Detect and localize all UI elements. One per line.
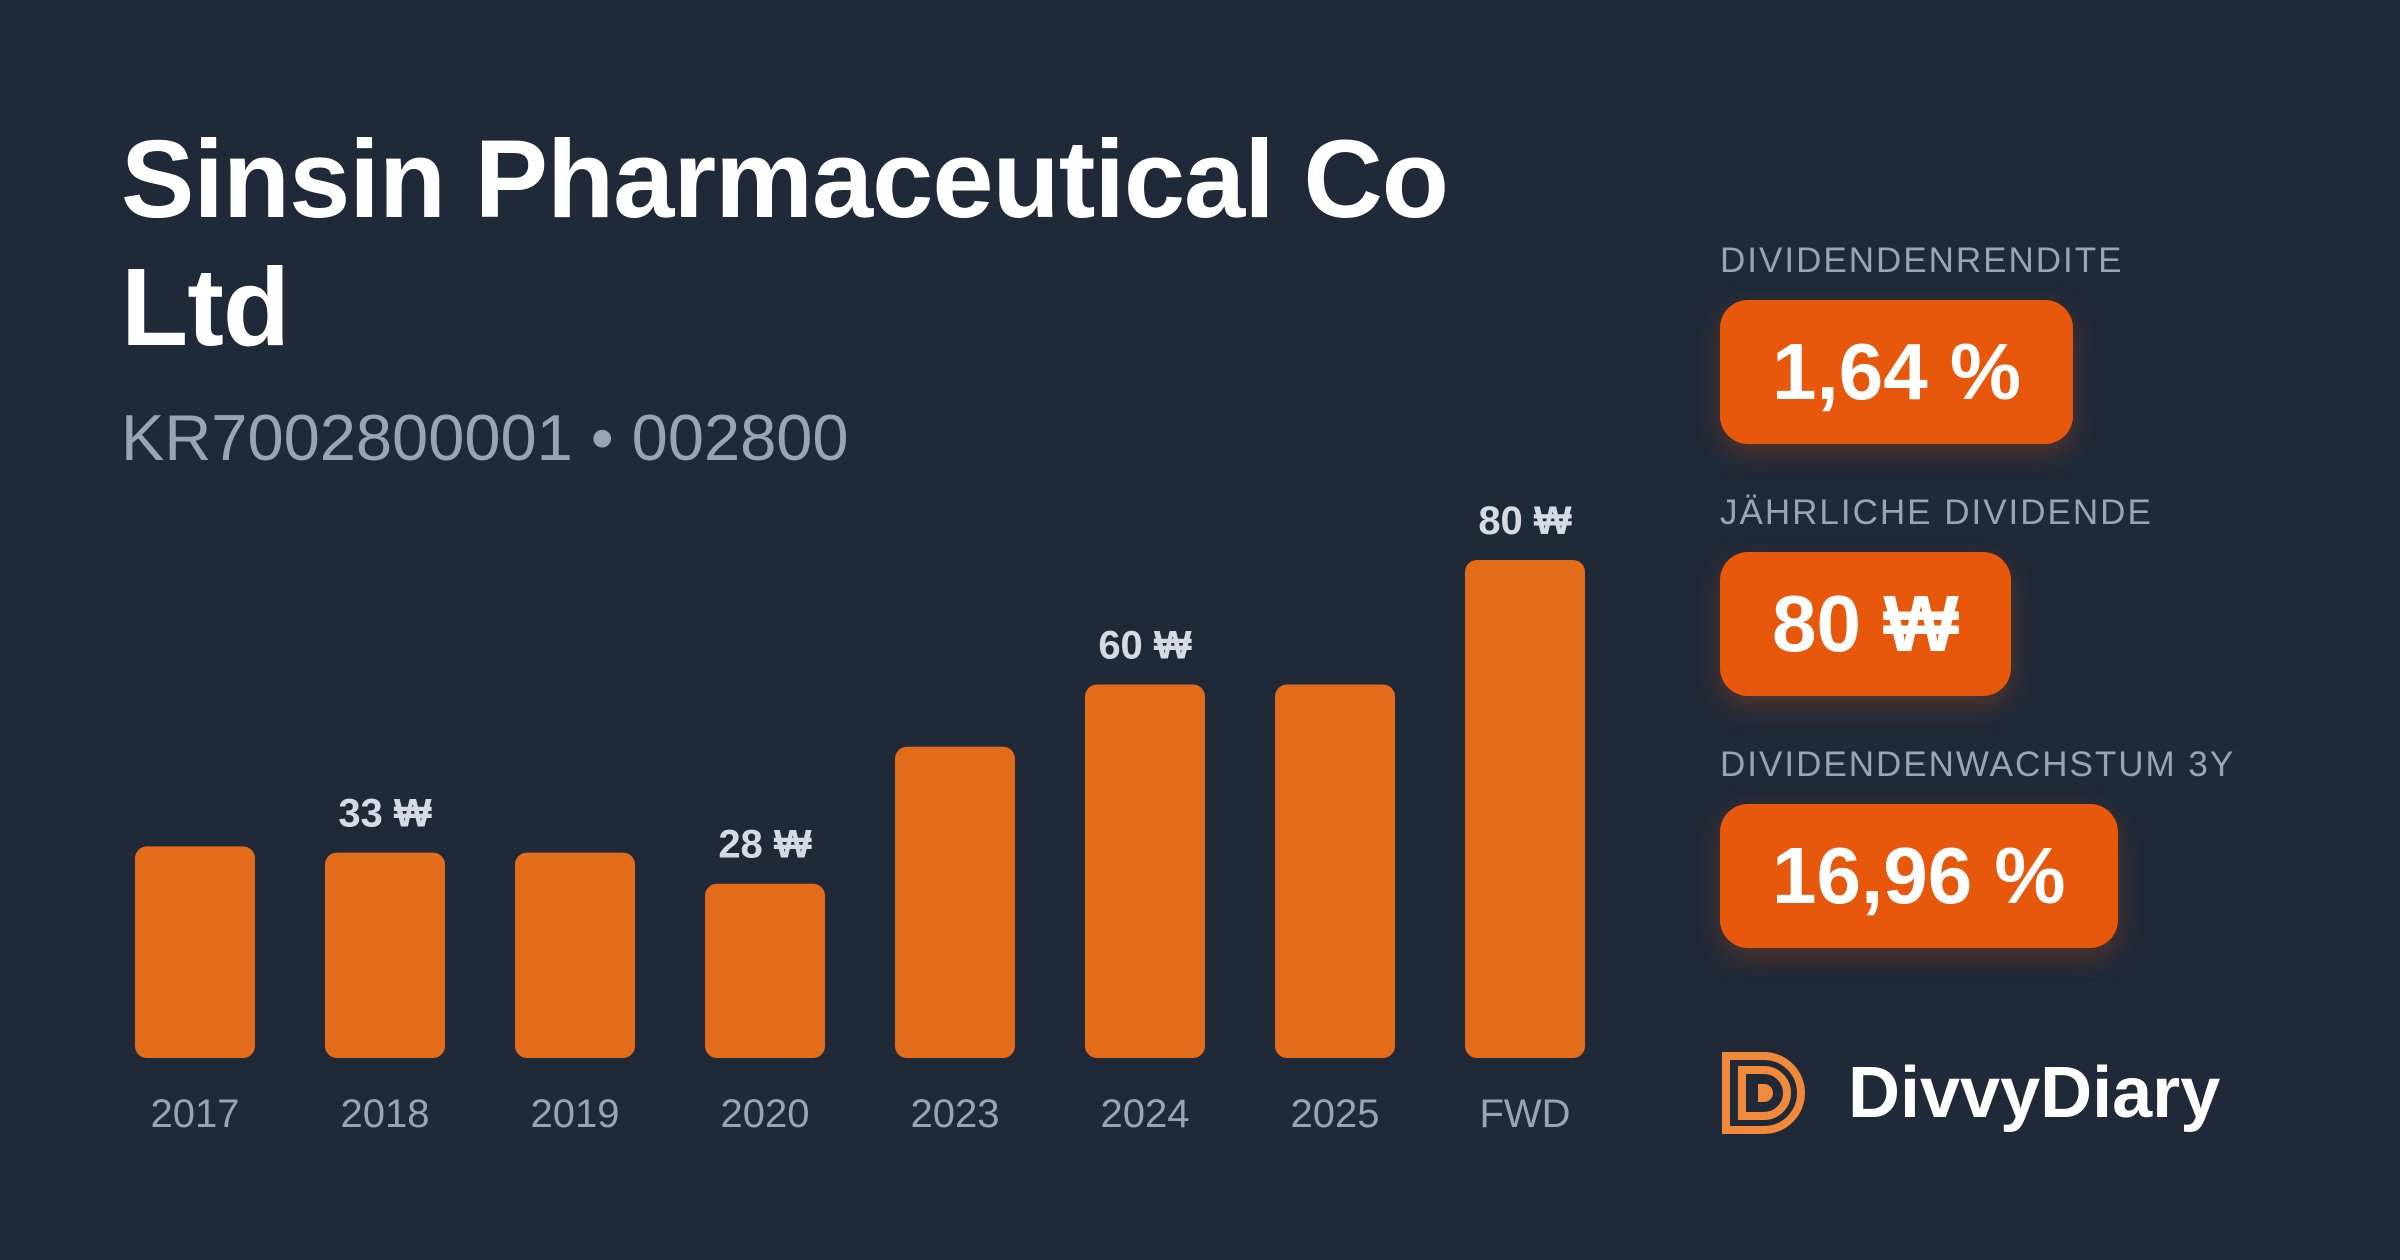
metric-dividend-yield: DIVIDENDENRENDITE 1,64 %	[1720, 240, 2123, 444]
x-tick-label-2019: 2019	[531, 1092, 620, 1136]
dividend-bar-chart: 2017 33 ₩ 2018 2019 28 ₩ 2020 2023 60 ₩ 2024 2025…	[135, 499, 1585, 1136]
x-tick-label-2017: 2017	[151, 1092, 240, 1136]
x-tick-label-2020: 2020	[721, 1092, 810, 1136]
bar-2019	[515, 852, 635, 1058]
bar-2017	[135, 846, 255, 1058]
metric-value-annual-dividend: 80 ₩	[1720, 552, 2011, 696]
isin-ticker: KR7002800001 • 002800	[121, 401, 849, 474]
bar-2025	[1275, 684, 1395, 1058]
x-tick-label-2023: 2023	[911, 1092, 1000, 1136]
bar-value-label-2018: 33 ₩	[338, 792, 432, 836]
bar-2023	[895, 746, 1015, 1058]
bar-fwd	[1465, 560, 1585, 1058]
metric-label-annual-dividend: JÄHRLICHE DIVIDENDE	[1720, 493, 2153, 532]
x-tick-label-fwd: FWD	[1479, 1092, 1570, 1136]
brand: DivvyDiary	[1720, 1048, 2220, 1138]
bar-value-label-fwd: 80 ₩	[1478, 499, 1572, 543]
bar-2024	[1085, 684, 1205, 1058]
metric-label-dividend-yield: DIVIDENDENRENDITE	[1720, 241, 2124, 280]
x-tick-label-2018: 2018	[341, 1092, 430, 1136]
divvydiary-logo-icon	[1722, 1052, 1805, 1134]
x-tick-label-2025: 2025	[1291, 1092, 1380, 1136]
metric-dividend-growth: DIVIDENDENWACHSTUM 3Y 16,96 %	[1720, 744, 2235, 948]
bar-value-label-2024: 60 ₩	[1098, 624, 1192, 668]
company-title: Sinsin Pharmaceutical Co Ltd	[121, 118, 1449, 369]
bar-2018	[325, 852, 445, 1058]
metric-value-dividend-yield: 1,64 %	[1720, 300, 2074, 444]
metric-annual-dividend: JÄHRLICHE DIVIDENDE 80 ₩	[1720, 492, 2153, 696]
x-tick-label-2024: 2024	[1101, 1092, 1190, 1136]
bar-value-label-2020: 28 ₩	[718, 823, 812, 867]
bar-2020	[705, 883, 825, 1058]
metric-value-dividend-growth: 16,96 %	[1720, 804, 2118, 948]
brand-name: DivvyDiary	[1848, 1053, 2221, 1133]
metric-label-dividend-growth: DIVIDENDENWACHSTUM 3Y	[1720, 745, 2236, 784]
